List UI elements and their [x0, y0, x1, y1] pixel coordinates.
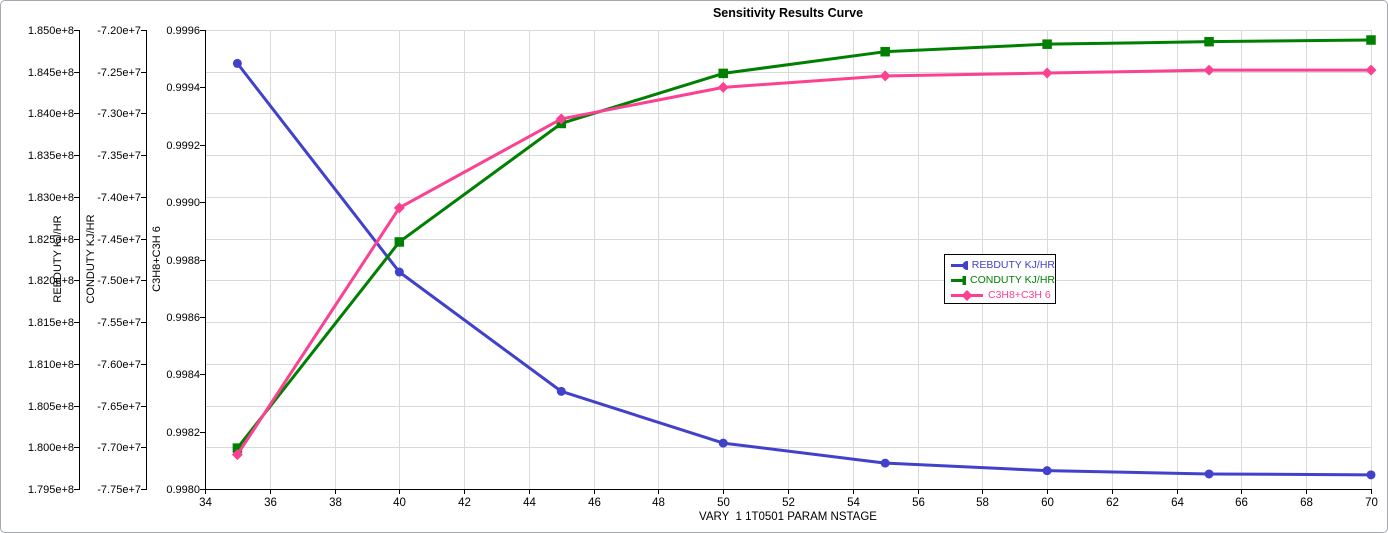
svg-text:-7.75e+7: -7.75e+7: [97, 484, 141, 496]
series-c3h8-c3h-6: [231, 64, 1377, 461]
svg-text:48: 48: [652, 497, 665, 509]
svg-text:70: 70: [1365, 497, 1378, 509]
svg-text:0.9986: 0.9986: [166, 312, 200, 324]
gridlines: [205, 30, 1372, 489]
svg-text:1.830e+8: 1.830e+8: [28, 192, 74, 204]
y-axis-label-rebduty: REBDUTY KJ/HR: [52, 215, 64, 303]
svg-text:0.9992: 0.9992: [166, 140, 200, 152]
svg-text:0.9984: 0.9984: [166, 369, 200, 381]
legend-label: C3H8+C3H 6: [988, 289, 1051, 301]
svg-text:34: 34: [199, 497, 212, 509]
svg-text:-7.50e+7: -7.50e+7: [97, 275, 141, 287]
svg-text:42: 42: [458, 497, 471, 509]
axes: [74, 30, 1372, 494]
svg-text:54: 54: [847, 497, 860, 509]
svg-text:0.9982: 0.9982: [166, 427, 200, 439]
svg-text:0.9980: 0.9980: [166, 484, 200, 496]
svg-text:64: 64: [1171, 497, 1184, 509]
svg-text:66: 66: [1235, 497, 1248, 509]
svg-text:-7.70e+7: -7.70e+7: [97, 442, 141, 454]
line-square-marker-icon: [951, 275, 967, 285]
svg-text:56: 56: [912, 497, 925, 509]
line-diamond-marker-icon: [951, 289, 983, 301]
legend-label: REBDUTY KJ/HR: [971, 259, 1055, 271]
svg-text:62: 62: [1106, 497, 1119, 509]
svg-text:44: 44: [523, 497, 536, 509]
svg-text:-7.60e+7: -7.60e+7: [97, 359, 141, 371]
legend-item-conduty: CONDUTY KJ/HR: [950, 273, 1055, 287]
svg-text:1.800e+8: 1.800e+8: [28, 442, 74, 454]
legend-item-rebduty: REBDUTY KJ/HR: [950, 258, 1055, 272]
svg-text:52: 52: [782, 497, 795, 509]
svg-text:68: 68: [1300, 497, 1313, 509]
tick-labels: 34 36 38 40 42 44 46 48 50 52 54 56 58 60 62 64 66 68 70 1.…: [28, 25, 1378, 509]
legend-item-c3h8: C3H8+C3H 6: [950, 288, 1055, 302]
svg-text:60: 60: [1041, 497, 1054, 509]
svg-text:0.9990: 0.9990: [166, 197, 200, 209]
chart-title: Sensitivity Results Curve: [712, 6, 864, 20]
series-conduty-kj-hr: [232, 35, 1376, 453]
svg-text:-7.55e+7: -7.55e+7: [97, 317, 141, 329]
svg-text:1.825e+8: 1.825e+8: [28, 234, 74, 246]
line-circle-marker-icon: [951, 260, 968, 270]
svg-text:1.840e+8: 1.840e+8: [28, 108, 74, 120]
svg-text:1.815e+8: 1.815e+8: [28, 317, 74, 329]
svg-text:58: 58: [976, 497, 989, 509]
svg-text:1.805e+8: 1.805e+8: [28, 401, 74, 413]
svg-text:-7.40e+7: -7.40e+7: [97, 192, 141, 204]
x-axis-label: VARY 1 1T0501 PARAM NSTAGE: [699, 511, 877, 523]
svg-text:0.9994: 0.9994: [166, 82, 200, 94]
svg-text:46: 46: [588, 497, 601, 509]
y-axis-label-conduty: CONDUTY KJ/HR: [85, 214, 97, 304]
svg-text:-7.45e+7: -7.45e+7: [97, 234, 141, 246]
svg-text:1.850e+8: 1.850e+8: [28, 25, 74, 37]
svg-text:1.795e+8: 1.795e+8: [28, 484, 74, 496]
svg-text:1.835e+8: 1.835e+8: [28, 150, 74, 162]
svg-text:1.845e+8: 1.845e+8: [28, 67, 74, 79]
svg-text:1.810e+8: 1.810e+8: [28, 359, 74, 371]
svg-text:-7.20e+7: -7.20e+7: [97, 25, 141, 37]
y-axis-label-c3h8: C3H8+C3H 6: [151, 226, 163, 292]
series-rebduty-kj-hr: [232, 58, 1376, 480]
svg-text:1.820e+8: 1.820e+8: [28, 275, 74, 287]
svg-text:-7.65e+7: -7.65e+7: [97, 401, 141, 413]
svg-text:-7.30e+7: -7.30e+7: [97, 108, 141, 120]
svg-text:36: 36: [264, 497, 277, 509]
svg-text:50: 50: [717, 497, 730, 509]
legend: REBDUTY KJ/HR CONDUTY KJ/HR C3H8+C3H 6: [944, 254, 1056, 304]
svg-text:-7.35e+7: -7.35e+7: [97, 150, 141, 162]
svg-text:0.9996: 0.9996: [166, 25, 200, 37]
svg-text:38: 38: [329, 497, 342, 509]
svg-text:-7.25e+7: -7.25e+7: [97, 67, 141, 79]
legend-label: CONDUTY KJ/HR: [970, 274, 1055, 286]
svg-text:0.9988: 0.9988: [166, 255, 200, 267]
svg-text:40: 40: [393, 497, 406, 509]
